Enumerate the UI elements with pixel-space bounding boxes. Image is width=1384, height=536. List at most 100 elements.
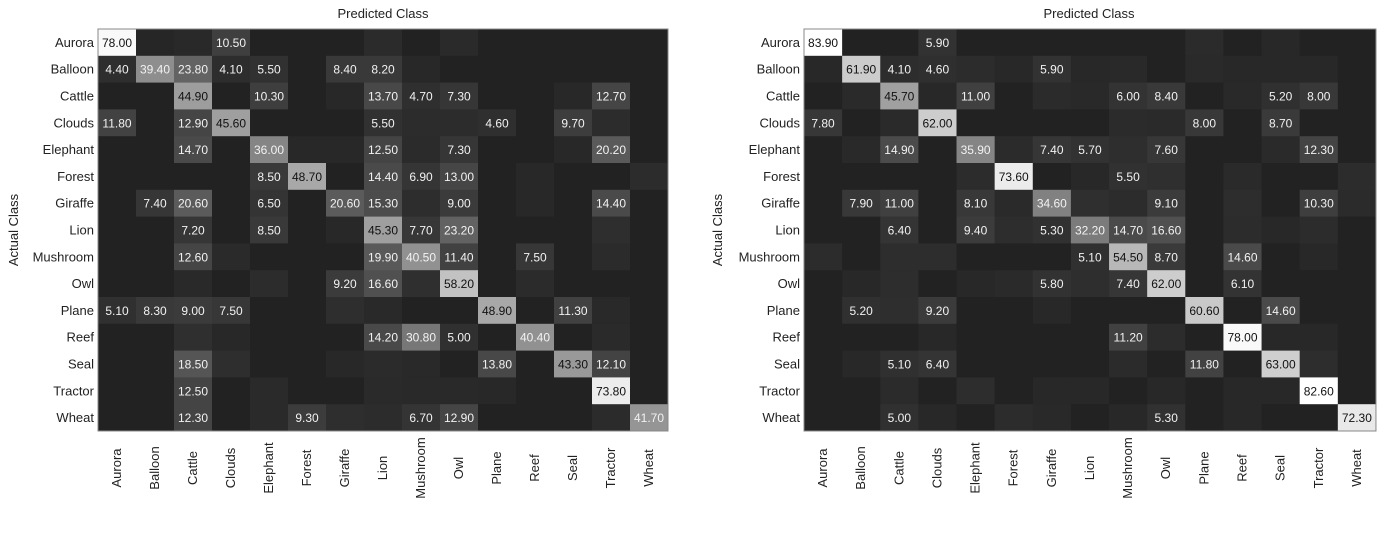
right-cell-owl-owl (1147, 270, 1186, 298)
left-x-tick-label: Clouds (223, 447, 238, 488)
left-cell-lion-owl (440, 216, 479, 244)
confusion-matrix-left: Predicted Class Actual Class 78.00 10.50 4.4… (0, 0, 680, 536)
right-cell-mushroom-clouds (918, 243, 957, 271)
right-cell-label: 8.00 (1307, 90, 1331, 104)
left-cell-cattle-clouds (212, 82, 251, 110)
left-cell-owl-tractor (592, 270, 631, 298)
left-cell-label: 23.80 (178, 63, 208, 77)
left-cell-elephant-clouds (212, 136, 251, 164)
left-cell-clouds-elephant (250, 109, 289, 137)
left-cell-forest-reef (516, 163, 555, 191)
right-cell-mushroom-balloon (842, 243, 881, 271)
left-cell-lion-tractor (592, 216, 631, 244)
right-y-tick-label: Aurora (761, 35, 801, 50)
right-cell-forest-owl (1147, 163, 1186, 191)
right-cell-lion-aurora (804, 216, 843, 244)
left-cell-wheat-giraffe (326, 404, 365, 432)
right-cell-label: 5.70 (1078, 143, 1102, 157)
left-cell-label: 5.50 (371, 116, 395, 130)
left-cell-elephant-reef (516, 136, 555, 164)
left-chart-title: Predicted Class (337, 6, 429, 21)
left-cell-tractor-tractor (592, 377, 631, 405)
left-cell-balloon-wheat (630, 55, 669, 83)
left-cell-label: 11.30 (558, 304, 587, 318)
right-cell-label: 8.70 (1269, 116, 1293, 130)
left-cell-aurora-balloon (136, 29, 175, 57)
left-cell-clouds-owl (440, 109, 479, 137)
right-cell-label: 5.00 (888, 411, 912, 425)
right-cell-owl-plane (1185, 270, 1224, 298)
left-y-tick-label: Tractor (53, 383, 94, 398)
left-cell-aurora-seal (554, 29, 593, 57)
right-cell-giraffe-mushroom (1109, 189, 1148, 217)
left-y-tick-label: Reef (67, 330, 95, 345)
right-cell-plane-giraffe (1032, 297, 1072, 325)
left-cell-tractor-wheat (630, 377, 669, 405)
right-cell-lion-giraffe (1032, 216, 1072, 244)
right-cell-wheat-tractor (1299, 404, 1339, 432)
left-cell-balloon-giraffe (326, 55, 365, 83)
right-cell-balloon-tractor (1299, 55, 1339, 83)
right-x-tick-label: Plane (1196, 451, 1211, 484)
right-cell-seal-aurora (804, 350, 843, 378)
right-cell-label: 83.90 (808, 36, 838, 50)
right-cell-lion-forest (994, 216, 1034, 244)
left-cell-aurora-plane (478, 29, 517, 57)
left-cell-aurora-wheat (630, 29, 669, 57)
right-cell-label: 72.30 (1342, 411, 1372, 425)
left-cell-label: 12.90 (444, 411, 474, 425)
confusion-matrix-right-svg: Predicted Class Actual Class 83.90 5.90 61.9… (710, 6, 1377, 499)
left-cell-label: 43.30 (558, 358, 588, 372)
right-cell-label: 4.10 (888, 63, 912, 77)
right-x-tick-label: Forest (1006, 449, 1021, 486)
right-cell-owl-mushroom (1109, 270, 1148, 298)
right-cell-balloon-clouds (918, 55, 957, 83)
left-cell-label: 39.40 (140, 63, 170, 77)
right-cell-elephant-giraffe (1032, 136, 1072, 164)
right-cell-plane-tractor (1299, 297, 1339, 325)
left-cell-wheat-forest (288, 404, 327, 432)
right-cell-label: 11.80 (1190, 358, 1219, 372)
left-cell-label: 4.40 (105, 63, 129, 77)
left-cell-seal-cattle (174, 350, 213, 378)
right-cell-label: 5.80 (1040, 277, 1064, 291)
left-cell-forest-plane (478, 163, 517, 191)
right-cell-owl-reef (1223, 270, 1262, 298)
right-cell-balloon-giraffe (1032, 55, 1072, 83)
left-cell-clouds-lion (364, 109, 403, 137)
left-cell-label: 78.00 (102, 36, 132, 50)
left-y-tick-label: Balloon (51, 62, 94, 77)
left-cell-cattle-mushroom (402, 82, 441, 110)
left-cell-plane-clouds (212, 297, 251, 325)
left-cell-label: 12.30 (178, 411, 208, 425)
right-cell-giraffe-plane (1185, 189, 1224, 217)
right-cell-giraffe-seal (1261, 189, 1301, 217)
right-x-tick-label: Aurora (815, 448, 830, 488)
left-cell-label: 10.50 (216, 36, 246, 50)
right-cell-forest-reef (1223, 163, 1262, 191)
left-cell-wheat-elephant (250, 404, 289, 432)
left-cell-giraffe-forest (288, 189, 327, 217)
right-cell-tractor-mushroom (1109, 377, 1148, 405)
right-cell-label: 14.60 (1227, 250, 1257, 264)
right-cell-label: 32.20 (1075, 224, 1105, 238)
right-cell-mushroom-lion (1070, 243, 1110, 271)
left-cell-plane-owl (440, 297, 479, 325)
left-cell-label: 8.40 (333, 63, 357, 77)
left-cell-wheat-lion (364, 404, 403, 432)
right-cell-label: 11.00 (961, 90, 990, 104)
right-cell-label: 11.00 (885, 197, 914, 211)
right-cell-seal-wheat (1337, 350, 1377, 378)
right-cell-label: 14.70 (1113, 224, 1143, 238)
right-cell-aurora-seal (1261, 29, 1301, 57)
left-cell-label: 6.50 (257, 197, 281, 211)
left-cell-label: 5.50 (257, 63, 281, 77)
right-cell-clouds-wheat (1337, 109, 1377, 137)
confusion-matrix-left-svg: Predicted Class Actual Class 78.00 10.50 4.4… (6, 6, 669, 499)
left-x-tick-label: Elephant (261, 442, 276, 494)
right-cell-clouds-clouds (918, 109, 957, 137)
right-cell-aurora-clouds (918, 29, 957, 57)
left-cell-label: 9.70 (561, 116, 585, 130)
left-cell-forest-mushroom (402, 163, 441, 191)
left-plot-frame (97, 28, 669, 432)
